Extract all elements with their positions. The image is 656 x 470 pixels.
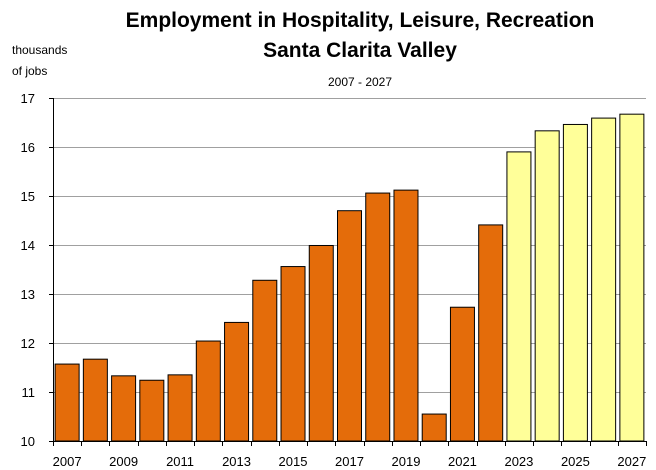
y-tick-label-14: 14	[21, 238, 35, 253]
y-tick-label-15: 15	[21, 189, 35, 204]
x-tick-label-2025: 2025	[561, 454, 590, 469]
bar-2008	[82, 358, 108, 442]
bar-2026	[591, 117, 617, 442]
bar-2025	[562, 123, 588, 442]
x-tick-label-2021: 2021	[448, 454, 477, 469]
y-tick-label-10: 10	[21, 434, 35, 449]
bar-2016	[308, 244, 334, 442]
x-tick-label-2019: 2019	[392, 454, 421, 469]
bar-2024	[534, 130, 560, 442]
x-tick-label-2007: 2007	[53, 454, 82, 469]
bar-2018	[365, 192, 391, 442]
x-tick-label-2017: 2017	[335, 454, 364, 469]
x-tick-label-2023: 2023	[504, 454, 533, 469]
x-tick-labels: 2007 2009 2011 2013 2015 2017 2019 2021 2023 2025…	[53, 454, 647, 469]
y-tick-label-12: 12	[21, 336, 35, 351]
bar-2019	[393, 189, 419, 442]
bar-2017	[337, 210, 362, 442]
chart-title-line1: Employment in Hospitality, Leisure, Recr…	[126, 9, 595, 32]
y-tick-label-13: 13	[21, 287, 35, 302]
y-tick-labels: 10 11 12 13 14 15 16 17	[21, 91, 35, 449]
x-tick-label-2011: 2011	[166, 454, 194, 469]
bar-2020	[421, 413, 447, 442]
bar-2011	[167, 374, 193, 442]
chart-subtitle: 2007 - 2027	[328, 75, 392, 89]
y-tick-label-11: 11	[22, 385, 36, 400]
bar-2013	[224, 321, 250, 442]
bar-2009	[111, 375, 137, 442]
y-axis-label-line2: of jobs	[12, 64, 47, 78]
bar-2015	[280, 266, 306, 442]
x-tick-label-2009: 2009	[109, 454, 138, 469]
axes	[49, 98, 647, 446]
x-tick-label-2027: 2027	[617, 454, 646, 469]
bar-2012	[195, 340, 221, 442]
y-axis-label-line1: thousands	[12, 43, 67, 57]
bar-2007	[54, 363, 80, 442]
bar-2014	[252, 279, 278, 442]
bar-2023	[506, 151, 532, 442]
chart-title-line2: Santa Clarita Valley	[263, 39, 457, 62]
bar-2022	[478, 224, 504, 442]
bar-2021	[449, 306, 475, 442]
bar-2027	[619, 113, 645, 442]
x-tick-label-2013: 2013	[222, 454, 251, 469]
bars	[54, 113, 645, 442]
bar-2010	[139, 379, 165, 442]
x-tick-label-2015: 2015	[279, 454, 308, 469]
y-tick-label-16: 16	[21, 140, 35, 155]
y-tick-label-17: 17	[21, 91, 35, 106]
